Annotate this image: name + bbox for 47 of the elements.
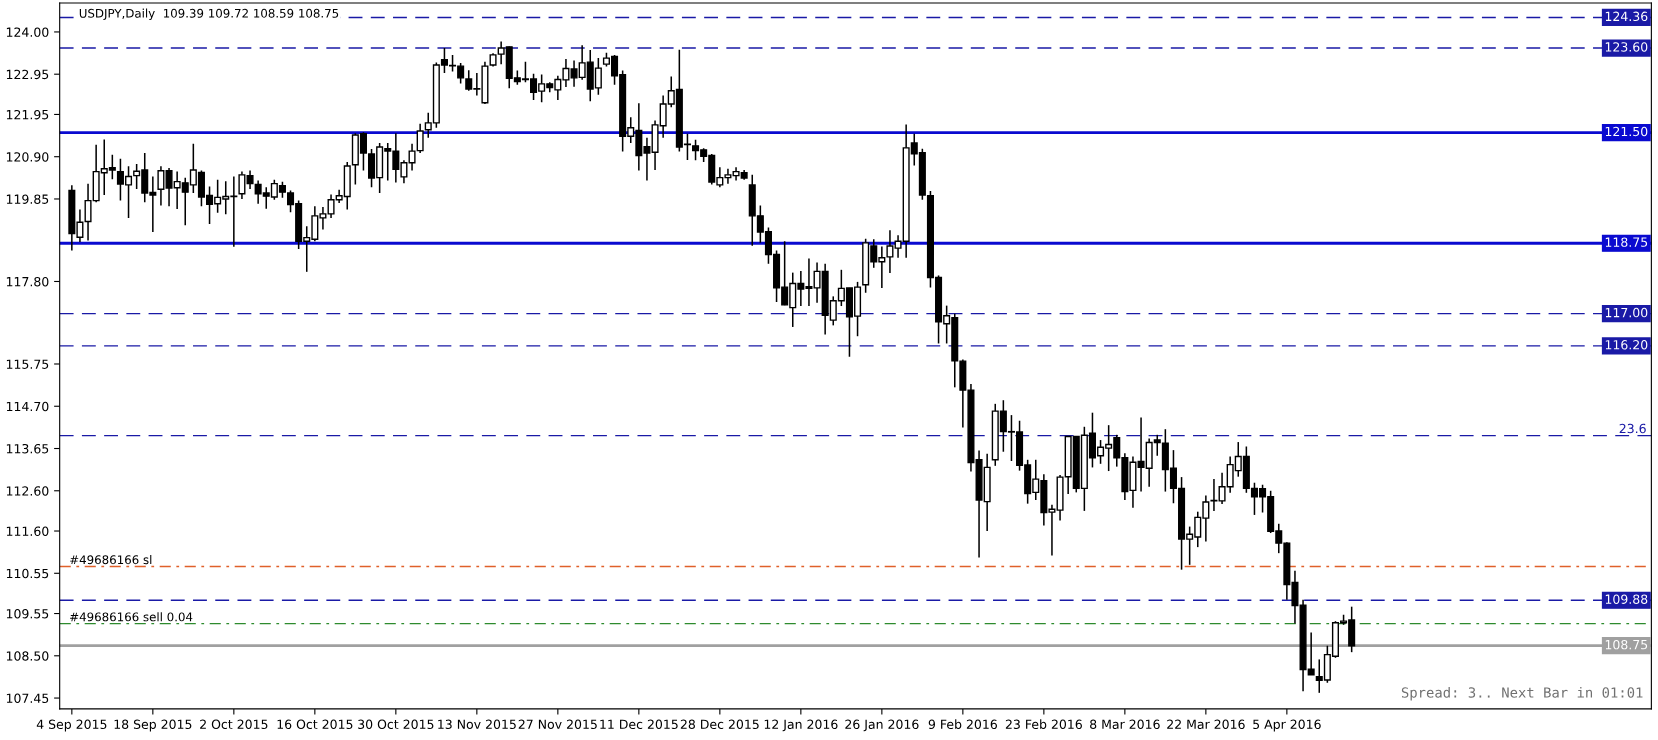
y-tick-label: 108.50 (6, 651, 49, 661)
x-tick-label: 4 Sep 2015 (36, 719, 107, 732)
ref-line-label: #49686166 sell 0.04 (70, 612, 193, 622)
chart-title: USDJPY,Daily 109.39 109.72 108.59 108.75 (79, 8, 339, 21)
y-tick-label: 110.55 (6, 568, 49, 579)
x-tick-label: 26 Jan 2016 (845, 719, 919, 732)
candlestick (246, 169, 254, 190)
ref-line-label: 108.75 (1605, 639, 1648, 650)
x-tick-label: 2 Oct 2015 (200, 719, 268, 730)
ref-line-label: 117.00 (1605, 307, 1648, 318)
candlestick (157, 165, 165, 207)
ref-line-label: 121.50 (1605, 126, 1648, 137)
x-tick-label: 18 Sep 2015 (114, 719, 192, 732)
ref-line-label: 118.75 (1605, 237, 1648, 247)
x-tick-label: 5 Apr 2016 (1253, 719, 1321, 732)
y-tick-label: 113.65 (6, 443, 49, 454)
y-tick-label: 124.00 (6, 27, 49, 37)
y-tick-label: 115.75 (6, 359, 49, 369)
x-tick-label: 11 Dec 2015 (600, 719, 678, 730)
ref-line-label: 123.60 (1605, 42, 1648, 52)
ref-line-label: 124.36 (1605, 11, 1648, 22)
x-tick-label: 16 Oct 2015 (277, 719, 353, 730)
x-tick-label: 8 Mar 2016 (1090, 719, 1160, 730)
y-tick-label: 117.80 (6, 276, 49, 287)
x-tick-label: 22 Mar 2016 (1167, 719, 1245, 730)
y-tick-label: 119.85 (6, 194, 49, 204)
x-tick-label: 23 Feb 2016 (1005, 719, 1082, 730)
text: Spread: 3.. Next Bar in 01:01 (1401, 687, 1643, 701)
x-tick-label: 30 Oct 2015 (358, 719, 434, 730)
ref-line-label: 109.88 (1605, 594, 1648, 604)
annotation: 23.6 (1619, 423, 1646, 434)
ref-line-label: #49686166 sl (70, 555, 152, 565)
x-tick-label: 28 Dec 2015 (680, 719, 759, 730)
y-tick-label: 122.95 (6, 69, 49, 80)
ref-line-label: 116.20 (1605, 340, 1648, 350)
y-tick-label: 109.55 (6, 609, 49, 619)
y-tick-label: 111.60 (6, 526, 49, 536)
x-tick-label: 12 Jan 2016 (764, 719, 838, 732)
y-tick-label: 120.90 (6, 152, 49, 162)
y-tick-label: 107.45 (6, 693, 49, 703)
x-tick-label: 27 Nov 2015 (518, 719, 597, 730)
x-tick-label: 13 Nov 2015 (438, 719, 516, 730)
y-tick-label: 121.95 (6, 109, 49, 120)
x-tick-label: 9 Feb 2016 (928, 719, 997, 730)
y-tick-label: 114.70 (6, 401, 49, 412)
candlestick (238, 170, 246, 200)
y-tick-label: 112.60 (6, 486, 49, 496)
